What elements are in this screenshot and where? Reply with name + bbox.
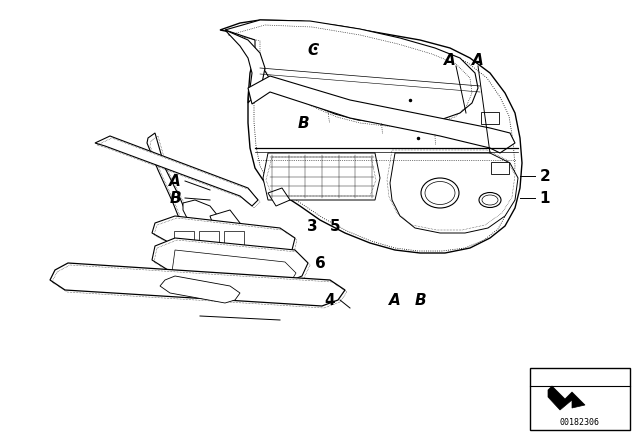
- Polygon shape: [210, 210, 240, 233]
- Text: 6: 6: [315, 255, 325, 271]
- Polygon shape: [95, 136, 258, 206]
- Polygon shape: [268, 188, 290, 206]
- FancyBboxPatch shape: [174, 231, 194, 247]
- FancyBboxPatch shape: [481, 112, 499, 124]
- Polygon shape: [225, 20, 478, 123]
- Polygon shape: [152, 216, 295, 256]
- Polygon shape: [183, 200, 218, 230]
- Text: 1: 1: [540, 190, 550, 206]
- Polygon shape: [160, 276, 240, 303]
- Polygon shape: [152, 238, 308, 285]
- Text: A: A: [472, 52, 484, 68]
- Polygon shape: [263, 153, 380, 200]
- FancyBboxPatch shape: [491, 162, 509, 174]
- Polygon shape: [220, 20, 522, 253]
- Text: B: B: [169, 190, 181, 206]
- FancyBboxPatch shape: [530, 368, 630, 430]
- Text: 5: 5: [330, 219, 340, 233]
- Polygon shape: [248, 76, 515, 153]
- Polygon shape: [50, 263, 345, 306]
- Text: A: A: [444, 52, 456, 68]
- Polygon shape: [147, 133, 190, 228]
- Text: B: B: [414, 293, 426, 307]
- Polygon shape: [548, 386, 585, 410]
- Text: A: A: [389, 293, 401, 307]
- FancyBboxPatch shape: [224, 231, 244, 247]
- Text: 4: 4: [324, 293, 335, 307]
- Ellipse shape: [479, 193, 501, 207]
- Text: A: A: [169, 173, 181, 189]
- Text: C: C: [308, 43, 319, 57]
- Text: 00182306: 00182306: [560, 418, 600, 426]
- Polygon shape: [225, 30, 265, 103]
- FancyBboxPatch shape: [199, 231, 219, 247]
- Polygon shape: [390, 153, 518, 233]
- Text: 2: 2: [540, 168, 550, 184]
- Text: B: B: [298, 116, 309, 130]
- Text: 3: 3: [307, 219, 317, 233]
